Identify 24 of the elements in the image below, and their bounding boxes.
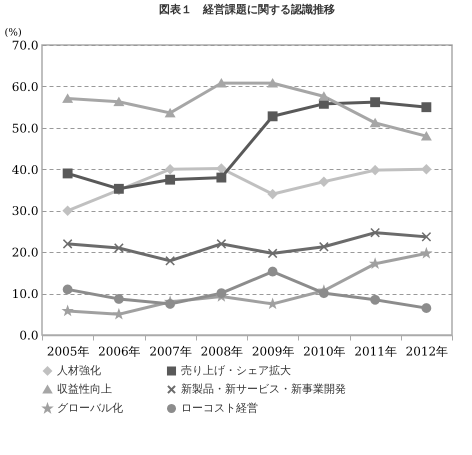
y-tick-label: 50.0	[12, 121, 38, 136]
y-tick-label: 60.0	[12, 80, 38, 94]
x-tick-label: 2011年	[354, 344, 397, 358]
y-tick-label: 10.0	[12, 287, 38, 302]
legend-label: 収益性向上	[57, 382, 112, 396]
y-tick-label: 0.0	[19, 328, 38, 342]
x-tick-label: 2006年	[98, 344, 141, 358]
legend-label: 新製品・新サービス・新事業開発	[181, 382, 346, 396]
x-tick-label: 2010年	[303, 344, 346, 358]
x-tick-label: 2007年	[149, 344, 192, 358]
x-tick-label: 2008年	[200, 344, 244, 358]
legend-label: グローバル化	[57, 402, 123, 414]
x-tick-label: 2005年	[46, 344, 90, 358]
x-tick-label: 2009年	[252, 344, 294, 358]
x-tick-label: 2012年	[406, 344, 448, 358]
chart-title: 図表１ 経営課題に関する認識推移	[159, 3, 335, 16]
y-axis-title: (%)	[4, 28, 22, 38]
y-tick-label: 20.0	[12, 246, 38, 260]
legend-label: 売り上げ・シェア拡大	[181, 364, 291, 377]
legend-label: ローコスト経営	[181, 402, 258, 414]
legend-label: 人材強化	[57, 364, 101, 377]
y-tick-label: 70.0	[12, 38, 38, 52]
y-tick-label: 30.0	[12, 204, 38, 218]
y-tick-label: 40.0	[12, 162, 38, 177]
